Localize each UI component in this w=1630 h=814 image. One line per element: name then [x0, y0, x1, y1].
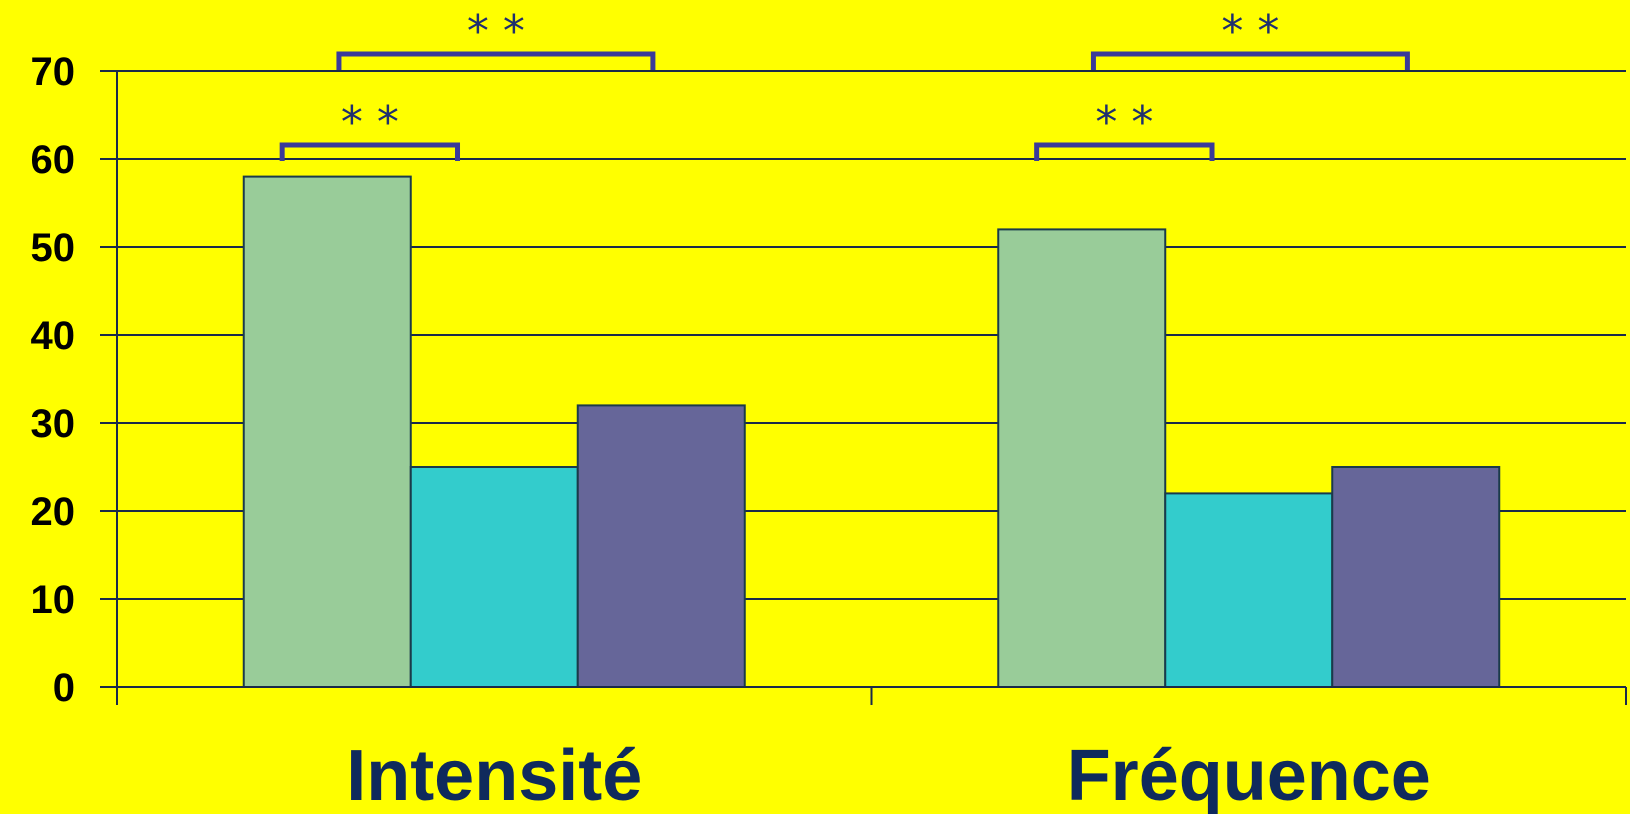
significance-bracket — [1034, 142, 1215, 161]
significance-bracket — [336, 51, 656, 70]
y-tick-label: 60 — [31, 138, 76, 182]
bar — [1164, 492, 1334, 688]
category-label: Intensité — [346, 736, 642, 814]
significance-bracket — [279, 142, 461, 161]
y-tick-labels: 0 10 20 30 40 50 60 70 — [31, 50, 76, 710]
significance-label: * * — [1095, 97, 1153, 148]
bar — [1331, 466, 1501, 688]
y-tick-label: 20 — [31, 490, 76, 534]
significance-label: * * — [1221, 6, 1279, 57]
bar — [576, 404, 746, 688]
significance-brackets: * * * * * * * * — [279, 6, 1410, 161]
significance-label: * * — [467, 6, 525, 57]
significance-label: * * — [341, 97, 399, 148]
category-label: Fréquence — [1067, 736, 1431, 814]
axes — [116, 71, 1627, 705]
category-labels: Intensité Fréquence — [346, 736, 1431, 814]
bar — [997, 228, 1167, 688]
significance-bracket — [1090, 51, 1410, 70]
bar — [409, 466, 579, 688]
bars — [242, 175, 1501, 688]
y-tick-label: 10 — [31, 578, 76, 622]
bar — [242, 175, 412, 688]
y-tick-label: 70 — [31, 50, 76, 94]
y-tick-label: 0 — [53, 666, 75, 710]
y-tick-label: 50 — [31, 226, 76, 270]
y-tick-label: 40 — [31, 314, 76, 358]
y-tick-label: 30 — [31, 402, 76, 446]
